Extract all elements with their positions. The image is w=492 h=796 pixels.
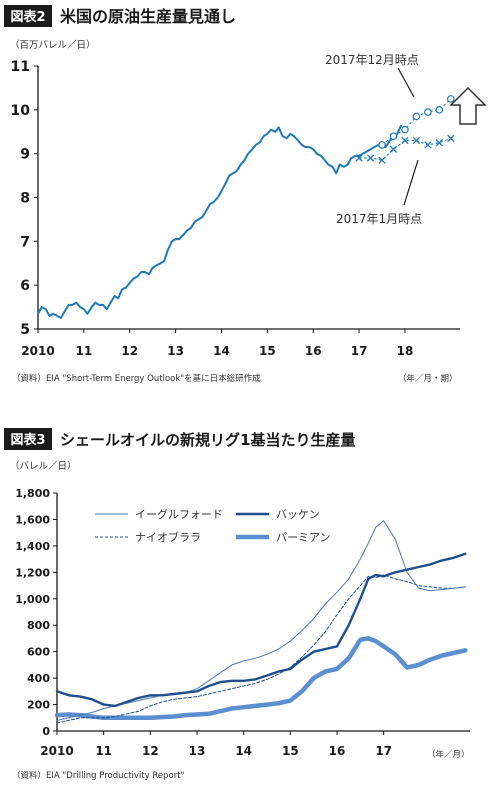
chart2-x-tick-label: 17 [375, 744, 392, 758]
chart1-y-tick-label: 10 [11, 103, 31, 119]
annotation-jan-2017: 2017年1月時点 [336, 212, 422, 226]
chart2-x-tick-label: 15 [282, 744, 299, 758]
chart2-y-tick-label: 0 [42, 725, 50, 738]
figure2-badge: 図表3 [10, 432, 45, 448]
figure1-unit: （百万バレル／日） [10, 39, 96, 51]
chart2-y-tick-label: 1,600 [15, 513, 50, 526]
chart2-series-permian [54, 636, 468, 721]
figure1-badge: 図表2 [10, 9, 45, 25]
chart1-point-jan-2017 [378, 156, 386, 164]
chart2-series-bakken [55, 552, 467, 708]
chart1-point-dec-2017 [389, 132, 398, 140]
chart1-x-tick-label: 16 [305, 344, 322, 358]
chart2-legend-label: パーミアン [276, 531, 331, 544]
chart2-y-tick-label: 800 [27, 619, 50, 632]
chart2-legend-label: イーグルフォード [135, 507, 223, 521]
chart1-point-dec-2017 [447, 95, 455, 103]
chart2-y-tick-label: 1,000 [15, 593, 50, 606]
chart1-point-jan-2017 [366, 154, 375, 162]
chart1-point-jan-2017 [412, 136, 421, 145]
chart1-point-jan-2017 [389, 145, 398, 153]
up-arrow-icon [449, 86, 487, 125]
chart1-point-dec-2017 [412, 112, 421, 121]
chart1-point-jan-2017 [435, 139, 444, 147]
chart2-x-tick-label: 16 [329, 744, 346, 758]
figure2-unit: （バレル／日） [10, 460, 77, 472]
chart1-series-actual [37, 124, 403, 319]
figure1-badge-bg [4, 5, 52, 27]
chart1-x-tick-label: 15 [259, 344, 276, 358]
chart1-x-tick-label: 17 [351, 344, 368, 358]
chart2-y-tick-label: 1,400 [15, 540, 50, 553]
chart1-point-dec-2017 [435, 106, 444, 114]
chart1-point-jan-2017 [424, 141, 432, 149]
annotation-dec-pointer [397, 67, 415, 98]
figure2-time-unit: （年／月） [427, 749, 470, 760]
chart1-point-jan-2017 [447, 134, 455, 142]
figure2-badge-bg [4, 428, 52, 450]
figure1-time-unit: （年／月・期） [398, 373, 458, 384]
chart2-series-eagle-ford [56, 520, 466, 721]
chart1-x-tick-label: 12 [121, 344, 138, 358]
chart1-point-dec-2017 [424, 108, 432, 116]
chart1-x-tick-label: 13 [167, 344, 184, 358]
chart1-y-tick-label: 8 [20, 191, 30, 207]
chart2-x-tick-label: 14 [235, 744, 252, 758]
chart1-x-tick-label: 11 [76, 344, 93, 358]
figure1-source: （資料）EIA "Short-Term Energy Outlook"を基に日本… [12, 373, 261, 384]
chart2-x-tick-label: 13 [189, 744, 206, 758]
chart1-point-jan-2017 [401, 136, 409, 145]
figure1-title: 米国の原油生産量見通し [60, 7, 236, 26]
chart2-x-tick-label: 2010 [40, 744, 73, 758]
chart1-x-tick-label: 18 [397, 344, 414, 358]
chart1-y-tick-label: 11 [11, 59, 30, 75]
chart1-x-tick-label: 2010 [21, 344, 54, 358]
chart1-y-tick-label: 7 [20, 234, 30, 250]
chart2-legend-label: ナイオブララ [135, 530, 201, 544]
chart1-y-tick-label: 5 [20, 322, 30, 338]
chart1-point-jan-2017 [355, 154, 363, 162]
chart2-legend-label: バッケン [276, 508, 320, 521]
chart1-plot: 5 6 7 8 9 10 11 2010 11 12 13 14 15 16 17 18 [11, 59, 460, 358]
chart1-point-dec-2017 [401, 125, 409, 134]
chart2-x-tick-label: 12 [142, 744, 159, 758]
annotation-dec-2017: 2017年12月時点 [325, 53, 419, 67]
chart1-y-tick-label: 9 [20, 147, 30, 163]
chart2-plot: 0 200 400 600 800 1,000 1,200 1,400 1,600 1,800 20… [15, 487, 470, 758]
chart2-y-tick-label: 400 [27, 672, 50, 685]
chart1-series-jan-2017 [359, 137, 451, 161]
chart2-x-tick-label: 11 [95, 744, 112, 758]
chart1-x-tick-label: 14 [213, 344, 230, 358]
chart2-y-tick-label: 1,200 [15, 566, 50, 579]
chart2-series-niobrara [56, 574, 466, 724]
chart2-y-tick-label: 600 [27, 646, 50, 659]
chart2-y-tick-label: 1,800 [15, 487, 50, 500]
chart2-y-tick-label: 200 [27, 699, 50, 712]
annotation-jan-pointer [403, 159, 419, 206]
chart1-point-dec-2017 [378, 141, 386, 149]
figure2-source: （資料）EIA "Drilling Productivity Report" [12, 770, 185, 781]
chart1-y-tick-label: 6 [20, 278, 30, 294]
figure2-title: シェールオイルの新規リグ1基当たり生産量 [60, 431, 355, 449]
